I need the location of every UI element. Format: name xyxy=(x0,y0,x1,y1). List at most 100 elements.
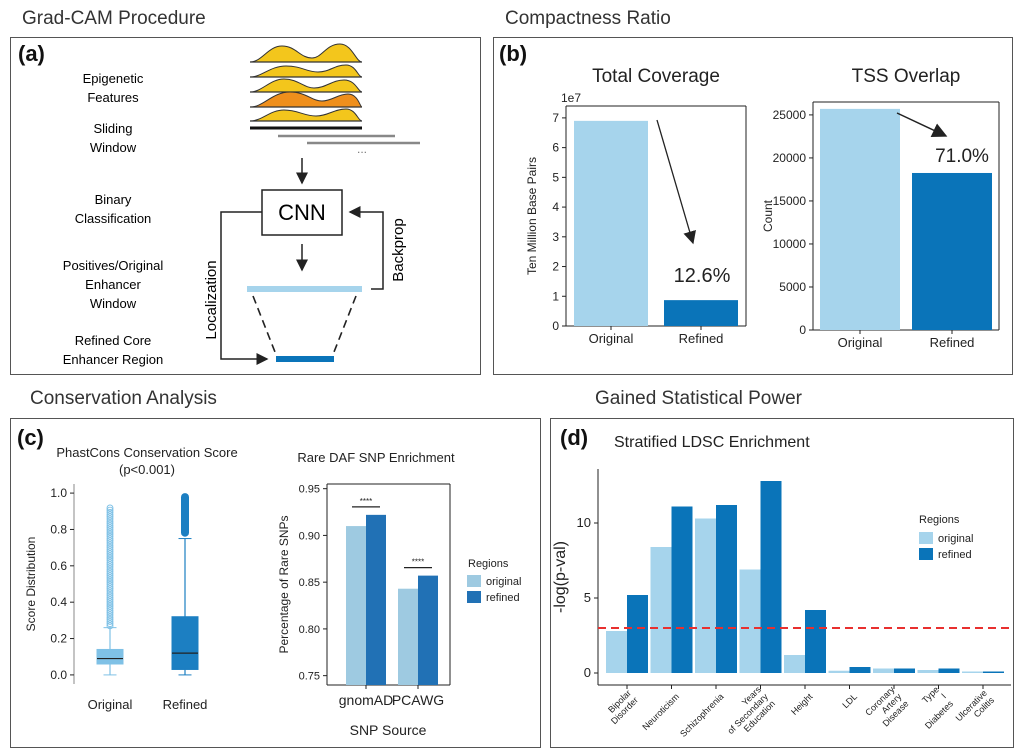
tss-bar-refined xyxy=(912,172,992,330)
coverage-arrow xyxy=(656,119,696,245)
ldsc-bar-0-original xyxy=(606,631,627,673)
coverage-ytick-label: 2 xyxy=(552,260,559,274)
phastcons-flier xyxy=(106,526,114,534)
coverage-ytick-label: 0 xyxy=(552,319,559,333)
phastcons-flier xyxy=(106,550,114,558)
phastcons-ylabel: Score Distribution xyxy=(24,537,38,632)
label-positives-1: Positives/Original xyxy=(63,258,164,273)
daf-ytick-label: 0.95 xyxy=(299,484,320,496)
cnn-label: CNN xyxy=(278,200,326,225)
phastcons-flier xyxy=(106,515,114,523)
phastcons-ytick-label: 1.0 xyxy=(50,486,67,500)
daf-ylabel: Percentage of Rare SNPs xyxy=(277,515,291,653)
coverage-ytick-label: 6 xyxy=(552,141,559,155)
coverage-annotation: 12.6% xyxy=(674,265,731,287)
ldsc-legend-swatch-refined xyxy=(919,548,933,560)
label-sliding-1: Sliding xyxy=(93,121,132,136)
phastcons-flier xyxy=(106,607,114,614)
phastcons-ytick-label: 0.8 xyxy=(50,522,67,536)
daf-xlabel: SNP Source xyxy=(350,722,427,738)
ldsc-bar-5-refined xyxy=(849,667,871,673)
section-title-power: Gained Statistical Power xyxy=(595,388,802,409)
panel-letter-a: (a) xyxy=(18,41,45,66)
ldsc-xtick-label-group: LDL xyxy=(840,691,859,710)
daf-bar-gnomad-refined xyxy=(366,514,386,685)
label-positives-3: Window xyxy=(90,296,137,311)
panel-d xyxy=(550,418,1014,748)
cnn-box xyxy=(261,189,343,236)
phastcons-flier xyxy=(106,620,114,628)
tss-ytick-label: 5000 xyxy=(779,280,806,294)
phastcons-flier xyxy=(106,596,114,604)
phastcons-flier xyxy=(106,583,114,590)
epigenetic-peaks xyxy=(249,43,363,130)
dashed-right xyxy=(333,295,357,353)
coverage-bar-original xyxy=(574,120,648,326)
ldsc-xtick-label: I xyxy=(939,691,948,700)
ldsc-bar-5-original xyxy=(828,670,850,673)
panel-a xyxy=(10,37,481,375)
ldsc-ytick-label: 10 xyxy=(577,515,591,530)
phastcons-flier xyxy=(106,556,114,564)
tss-arrow xyxy=(896,112,948,138)
ldsc-legend-label-original: original xyxy=(938,533,973,545)
label-epigenetic-2: Features xyxy=(87,90,139,105)
ldsc-bar-7-original xyxy=(917,670,939,673)
coverage-multiplier: 1e7 xyxy=(561,91,581,105)
phastcons-flier xyxy=(106,530,114,538)
tss-ytick-label: 15000 xyxy=(773,194,807,208)
phastcons-flier xyxy=(106,594,114,601)
phastcons-flier xyxy=(106,589,114,597)
ldsc-ytick-label: 0 xyxy=(584,665,591,680)
phastcons-flier-band xyxy=(181,493,189,537)
phastcons-flier xyxy=(106,567,114,575)
phastcons-flier xyxy=(106,548,114,556)
section-title-conservation: Conservation Analysis xyxy=(30,388,217,409)
coverage-xtick-label: Original xyxy=(589,331,634,346)
ldsc-xtick-label-group: Schizophrenia xyxy=(678,691,725,738)
section-title-gradcam: Grad-CAM Procedure xyxy=(22,8,206,29)
coverage-title: Total Coverage xyxy=(592,66,720,87)
phastcons-flier xyxy=(106,602,114,610)
tss-ytick-label: 25000 xyxy=(773,108,807,122)
ldsc-legend-swatch-original xyxy=(919,532,933,544)
ldsc-bar-4-refined xyxy=(805,610,826,673)
phastcons-title: PhastCons Conservation Score xyxy=(56,445,237,460)
phastcons-flier xyxy=(106,570,114,577)
daf-sig-label: **** xyxy=(360,497,372,506)
coverage-ytick-label: 1 xyxy=(552,289,559,303)
daf-legend-label-refined: refined xyxy=(486,592,520,604)
daf-legend-title: Regions xyxy=(468,558,509,570)
ldsc-bar-2-original xyxy=(695,518,716,673)
phastcons-flier xyxy=(106,511,114,518)
daf-sig-label: **** xyxy=(412,558,424,567)
ldsc-xtick-label: Schizophrenia xyxy=(678,691,725,738)
phastcons-ytick-label: 0.2 xyxy=(50,632,67,646)
daf-xtick-label: PCAWG xyxy=(392,692,444,708)
refined-region-bar xyxy=(276,356,334,362)
tss-ytick-label: 0 xyxy=(799,323,806,337)
phastcons-flier xyxy=(106,559,114,566)
phastcons-flier xyxy=(106,565,114,573)
phastcons-flier xyxy=(106,578,114,586)
phastcons-subtitle: (p<0.001) xyxy=(119,462,175,477)
label-refined-2: Enhancer Region xyxy=(63,352,163,367)
phastcons-flier xyxy=(106,539,114,547)
ldsc-bar-2-refined xyxy=(716,505,737,673)
coverage-ytick-label: 4 xyxy=(552,200,559,214)
ldsc-bar-1-original xyxy=(650,547,672,673)
phastcons-flier xyxy=(106,554,114,562)
label-positives-2: Enhancer xyxy=(85,277,141,292)
phastcons-xtick-label: Refined xyxy=(163,697,208,712)
phastcons-flier xyxy=(106,543,114,551)
ldsc-legend-title: Regions xyxy=(919,514,960,526)
tss-ytick-label: 20000 xyxy=(773,151,807,165)
tss-xtick-label: Original xyxy=(838,335,883,350)
phastcons-flier xyxy=(106,613,114,621)
panel-letter-c: (c) xyxy=(17,425,44,450)
coverage-ytick-label: 3 xyxy=(552,230,559,244)
